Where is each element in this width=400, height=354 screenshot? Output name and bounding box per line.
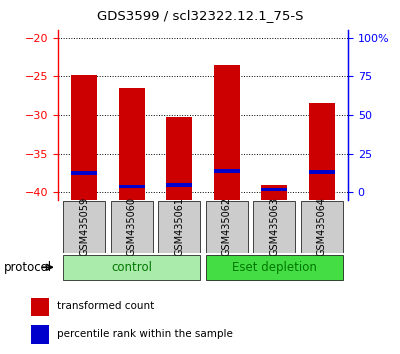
Text: Eset depletion: Eset depletion [232, 261, 317, 274]
Text: control: control [111, 261, 152, 274]
Bar [214, 65, 240, 200]
Text: GSM435060: GSM435060 [127, 198, 137, 256]
Bar [119, 88, 145, 200]
Bar [309, 170, 335, 174]
FancyBboxPatch shape [301, 201, 343, 253]
Bar [309, 103, 335, 200]
Text: GSM435062: GSM435062 [222, 197, 232, 257]
Text: GSM435059: GSM435059 [79, 197, 89, 257]
FancyBboxPatch shape [63, 201, 105, 253]
Bar [166, 183, 192, 187]
Text: percentile rank within the sample: percentile rank within the sample [57, 329, 232, 339]
Bar [119, 185, 145, 188]
Text: GSM435063: GSM435063 [269, 198, 279, 256]
Text: GSM435061: GSM435061 [174, 198, 184, 256]
Bar [214, 169, 240, 173]
Text: GDS3599 / scl32322.12.1_75-S: GDS3599 / scl32322.12.1_75-S [97, 9, 303, 22]
Bar [71, 75, 97, 200]
FancyBboxPatch shape [253, 201, 295, 253]
Bar [166, 116, 192, 200]
Text: protocol: protocol [4, 261, 52, 274]
Bar [261, 188, 287, 191]
FancyBboxPatch shape [206, 201, 248, 253]
Bar [31, 298, 49, 316]
Bar [71, 171, 97, 175]
Bar [31, 325, 49, 343]
Text: transformed count: transformed count [57, 301, 154, 311]
FancyBboxPatch shape [206, 255, 343, 280]
Text: GSM435064: GSM435064 [317, 198, 327, 256]
FancyBboxPatch shape [158, 201, 200, 253]
FancyBboxPatch shape [111, 201, 153, 253]
Bar [261, 184, 287, 200]
FancyBboxPatch shape [63, 255, 200, 280]
